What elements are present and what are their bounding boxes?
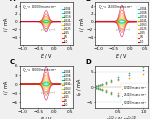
Point (96, 85, 99, 87)
Point (105, 91, 107, 93)
Text: $C_{DL}^{tot}$ = 10000 mum cm$^{-2}$: $C_{DL}^{tot}$ = 10000 mum cm$^{-2}$ (22, 3, 58, 12)
Point (142, 66, 145, 68)
Legend: 0.004, 0.008, 0.016, 0.031, 0.063, 0.125, 0.25, 0.5, 1.0: 0.004, 0.008, 0.016, 0.031, 0.063, 0.125… (61, 69, 72, 108)
Point (101, 83, 103, 85)
Point (98, 84, 101, 86)
Point (101, 89, 103, 91)
Y-axis label: $i$ / mA: $i$ / mA (2, 79, 10, 95)
X-axis label: $E$ / V: $E$ / V (40, 115, 53, 119)
Point (128, 72, 130, 74)
Point (101, 88, 103, 90)
Point (117, 78, 120, 80)
Point (95, 87, 98, 89)
Point (101, 84, 103, 86)
Point (142, 73, 145, 75)
Point (98, 84, 101, 86)
Text: $v$ / (V s$^{-1}$): $v$ / (V s$^{-1}$) (116, 26, 132, 34)
Point (95, 85, 98, 87)
Point (105, 89, 107, 91)
Point (98, 84, 101, 86)
Point (105, 81, 107, 83)
Point (95, 85, 98, 87)
Legend: 0.004, 0.008, 0.016, 0.031, 0.063, 0.125, 0.25, 0.5, 1.0: 0.004, 0.008, 0.016, 0.031, 0.063, 0.125… (137, 6, 148, 44)
Point (96, 88, 99, 89)
Text: B: B (86, 0, 91, 2)
Point (142, 99, 145, 101)
Point (142, 105, 145, 107)
Point (142, 69, 145, 71)
Point (96, 85, 99, 87)
Point (110, 81, 112, 83)
Text: D: D (86, 59, 91, 65)
Text: $C_{DL}^{tot}$ = 50000 mum cm$^{-2}$: $C_{DL}^{tot}$ = 50000 mum cm$^{-2}$ (22, 67, 58, 75)
Text: $v$ / (V s$^{-1}$): $v$ / (V s$^{-1}$) (40, 90, 56, 97)
Point (110, 79, 112, 81)
Point (128, 97, 130, 99)
Point (105, 90, 107, 92)
Point (110, 92, 112, 94)
Point (105, 82, 107, 84)
Point (142, 102, 145, 104)
Point (117, 79, 120, 81)
Y-axis label: $i_{p}$ / mA: $i_{p}$ / mA (75, 78, 86, 96)
Text: A: A (10, 0, 15, 2)
Point (117, 76, 120, 78)
Point (110, 93, 112, 95)
Point (117, 92, 120, 94)
Point (110, 91, 112, 92)
X-axis label: $v^{1/2}$ / (V s$^{-1}$)$^{1/2}$: $v^{1/2}$ / (V s$^{-1}$)$^{1/2}$ (106, 115, 138, 119)
Point (98, 88, 101, 90)
Point (128, 99, 130, 101)
Y-axis label: $i$ / mA: $i$ / mA (78, 15, 86, 32)
Point (128, 77, 130, 79)
Point (96, 84, 99, 86)
X-axis label: $E$ / V: $E$ / V (40, 52, 53, 60)
Point (105, 83, 107, 85)
Point (128, 74, 130, 76)
Point (117, 94, 120, 96)
Point (98, 89, 101, 90)
Point (96, 87, 99, 89)
Point (101, 83, 103, 84)
Point (128, 95, 130, 97)
Point (117, 95, 120, 97)
Y-axis label: $i$ / mA: $i$ / mA (2, 15, 10, 32)
Point (101, 89, 103, 91)
Point (98, 88, 101, 90)
Point (95, 87, 98, 89)
X-axis label: $E$ / V: $E$ / V (115, 52, 128, 60)
Legend: 0.004, 0.008, 0.016, 0.031, 0.063, 0.125, 0.25, 0.5, 1.0: 0.004, 0.008, 0.016, 0.031, 0.063, 0.125… (61, 6, 72, 44)
Point (96, 88, 99, 90)
Legend: 10000 mum cm$^{-2}$, 25000 mum cm$^{-2}$, 50000 mum cm$^{-2}$: 10000 mum cm$^{-2}$, 25000 mum cm$^{-2}$… (121, 83, 148, 108)
Text: $v$ / (V s$^{-1}$): $v$ / (V s$^{-1}$) (40, 26, 56, 34)
Point (95, 85, 98, 87)
Point (95, 87, 98, 89)
Text: $C_{DL}^{tot}$ = 25000 mum cm$^{-2}$: $C_{DL}^{tot}$ = 25000 mum cm$^{-2}$ (98, 3, 133, 12)
Text: C: C (10, 59, 15, 65)
Point (110, 80, 112, 82)
